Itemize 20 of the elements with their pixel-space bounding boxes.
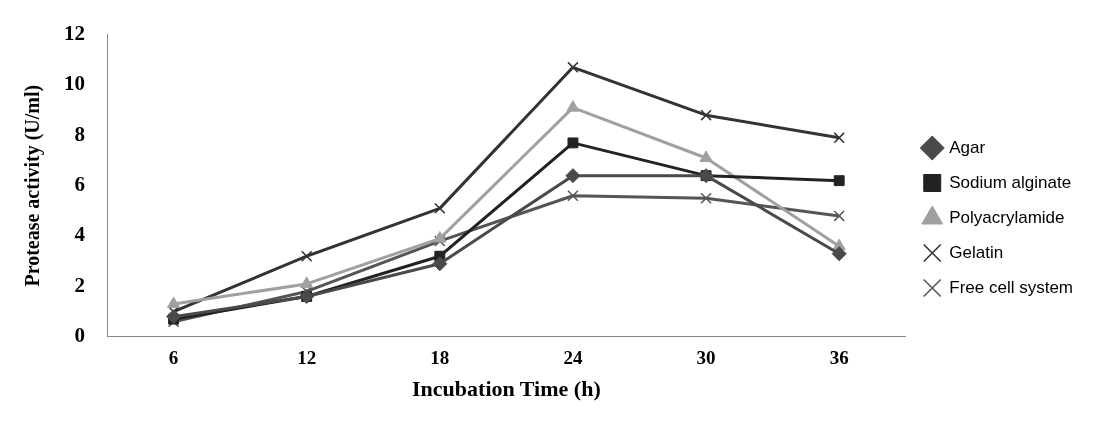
y-tick-label: 12 (64, 21, 85, 46)
x-tick-label: 24 (563, 347, 583, 369)
legend-label: Free cell system (949, 277, 1073, 297)
legend-label: Polyacrylamide (949, 207, 1065, 227)
y-tick-label: 2 (74, 272, 85, 297)
y-tick-label: 8 (74, 121, 85, 146)
x-tick-label: 6 (168, 347, 179, 369)
y-tick-label: 10 (64, 71, 85, 96)
y-axis-title: Protease activity (U/ml) (21, 84, 45, 287)
legend-label: Gelatin (949, 242, 1004, 262)
x-tick-label: 36 (829, 347, 849, 369)
x-tick-label: 12 (297, 347, 317, 369)
legend-label: Agar (949, 137, 986, 157)
y-tick-label: 4 (74, 222, 86, 247)
y-tick-label: 0 (74, 323, 85, 348)
y-tick-label: 6 (74, 172, 85, 197)
x-axis-title: Incubation Time (h) (412, 376, 601, 402)
x-tick-label: 18 (430, 347, 450, 369)
x-tick-label: 30 (696, 347, 716, 369)
legend-label: Sodium alginate (949, 172, 1072, 192)
